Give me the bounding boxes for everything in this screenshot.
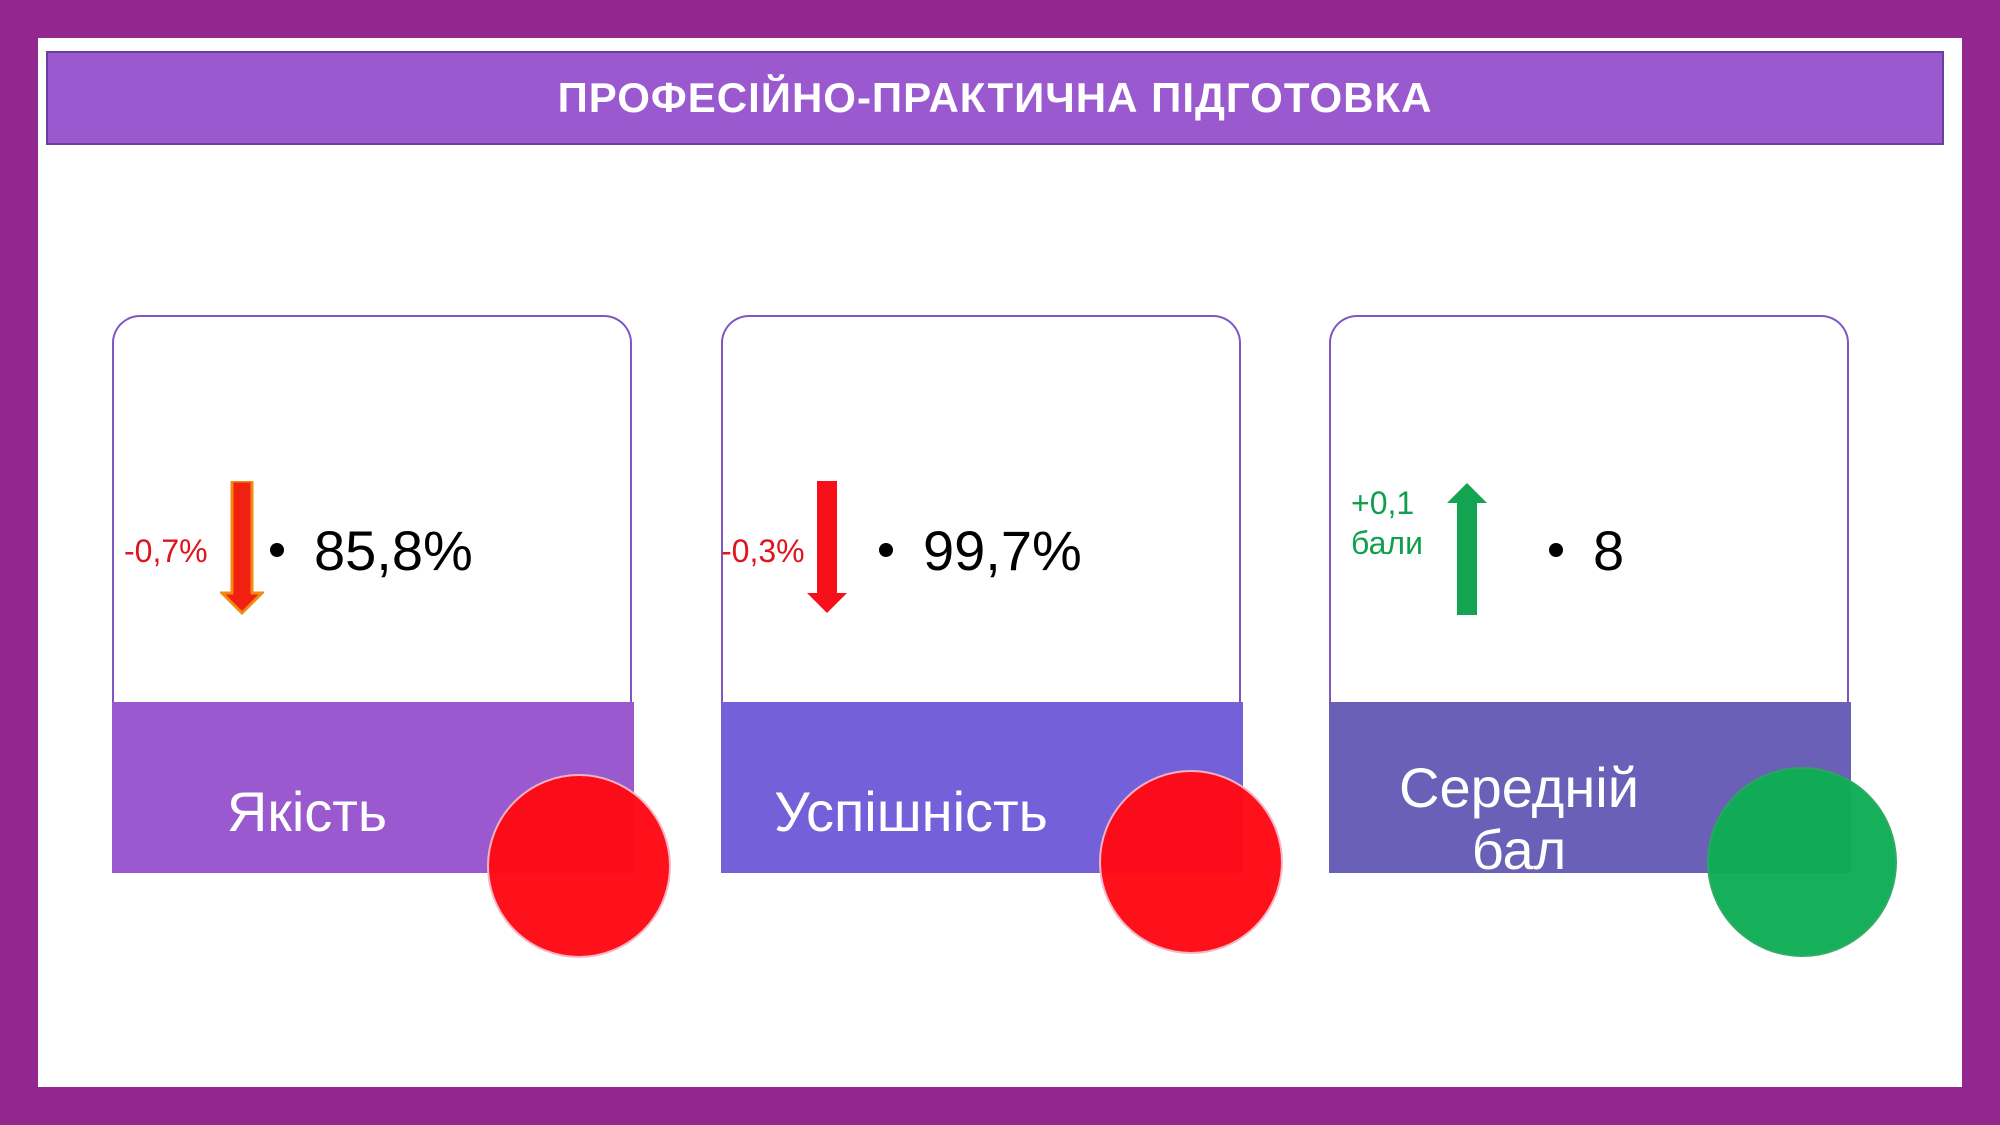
card-top: [1329, 315, 1849, 705]
status-circle-green: [1707, 767, 1897, 957]
slide: ПРОФЕСІЙНО-ПРАКТИЧНА ПІДГОТОВКА Якість -…: [38, 38, 1962, 1087]
card-top: [721, 315, 1241, 705]
card-label-line2: бал: [1471, 818, 1567, 881]
change-line1: +0,1: [1351, 485, 1415, 521]
card-success: Успішність -0,3% 99,7%: [721, 315, 1283, 954]
card-label-line1: Середній: [1399, 756, 1639, 819]
bullet-icon: [270, 543, 284, 557]
change-line2: бали: [1351, 525, 1423, 561]
change-text: -0,7%: [124, 533, 208, 569]
arrow-down-icon: [220, 481, 264, 615]
value-text: 8: [1593, 518, 1625, 582]
card-label: Якість: [226, 780, 388, 843]
metric-value: 99,7%: [879, 510, 1082, 590]
bullet-icon: [1549, 543, 1563, 557]
value-text: 99,7%: [923, 518, 1082, 582]
status-circle-red: [1099, 770, 1283, 954]
status-circle-red: [487, 774, 671, 958]
title-bar: ПРОФЕСІЙНО-ПРАКТИЧНА ПІДГОТОВКА: [46, 51, 1944, 145]
card-quality: Якість -0,7% 85,8%: [112, 315, 671, 958]
bullet-icon: [879, 543, 893, 557]
metric-value: 8: [1549, 510, 1624, 590]
change-text: -0,3%: [721, 533, 805, 569]
card-label: Середній бал: [1369, 757, 1669, 881]
slide-title: ПРОФЕСІЙНО-ПРАКТИЧНА ПІДГОТОВКА: [557, 74, 1433, 121]
card-top: [112, 315, 632, 705]
arrow-up-icon: [1447, 483, 1487, 615]
card-label: Успішність: [774, 780, 1048, 843]
metric-value: 85,8%: [270, 510, 473, 590]
value-text: 85,8%: [314, 518, 473, 582]
arrow-down-icon: [807, 481, 847, 613]
change-text: +0,1 бали: [1351, 483, 1423, 563]
card-average-score: Середній бал +0,1 бали 8: [1329, 315, 1897, 957]
